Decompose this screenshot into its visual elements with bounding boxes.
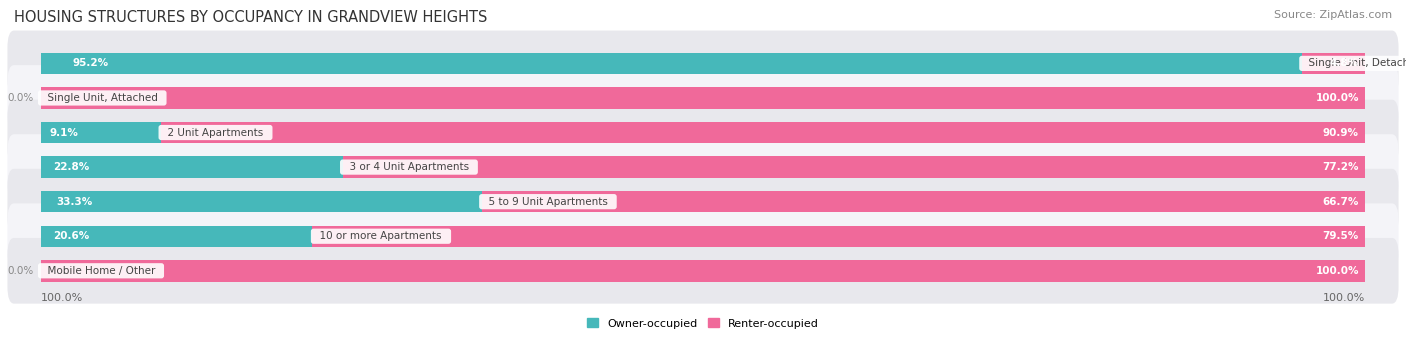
FancyBboxPatch shape [7,31,1399,96]
Text: Single Unit, Attached: Single Unit, Attached [41,93,165,103]
Text: HOUSING STRUCTURES BY OCCUPANCY IN GRANDVIEW HEIGHTS: HOUSING STRUCTURES BY OCCUPANCY IN GRAND… [14,10,488,25]
Text: Source: ZipAtlas.com: Source: ZipAtlas.com [1274,10,1392,20]
Text: 20.6%: 20.6% [52,231,89,241]
Text: Single Unit, Detached: Single Unit, Detached [1302,58,1406,69]
Text: 4.8%: 4.8% [1330,58,1358,69]
FancyBboxPatch shape [7,238,1399,303]
Bar [41,53,1302,74]
Bar [41,87,1365,109]
Text: 0.0%: 0.0% [7,266,34,276]
Bar [41,191,482,212]
Text: 77.2%: 77.2% [1322,162,1358,172]
Legend: Owner-occupied, Renter-occupied: Owner-occupied, Renter-occupied [582,314,824,333]
Bar [41,122,162,143]
FancyBboxPatch shape [7,134,1399,200]
Bar [41,260,1365,282]
Text: 0.0%: 0.0% [7,93,34,103]
Bar [41,157,343,178]
Text: 5 to 9 Unit Apartments: 5 to 9 Unit Apartments [482,197,614,207]
FancyBboxPatch shape [7,203,1399,269]
Text: 100.0%: 100.0% [1323,293,1365,303]
Bar [312,225,1365,247]
Text: 100.0%: 100.0% [41,293,83,303]
Bar [343,157,1365,178]
Text: 33.3%: 33.3% [56,197,93,207]
Text: 100.0%: 100.0% [1316,93,1358,103]
FancyBboxPatch shape [7,65,1399,131]
Text: 66.7%: 66.7% [1323,197,1358,207]
Text: 79.5%: 79.5% [1323,231,1358,241]
Bar [1302,53,1365,74]
Text: 9.1%: 9.1% [49,128,79,137]
Bar [41,225,314,247]
Text: 3 or 4 Unit Apartments: 3 or 4 Unit Apartments [343,162,475,172]
Bar [482,191,1365,212]
Bar [162,122,1365,143]
Text: Mobile Home / Other: Mobile Home / Other [41,266,162,276]
FancyBboxPatch shape [7,100,1399,165]
Text: 95.2%: 95.2% [72,58,108,69]
FancyBboxPatch shape [7,169,1399,235]
Text: 22.8%: 22.8% [53,162,90,172]
Text: 10 or more Apartments: 10 or more Apartments [314,231,449,241]
Text: 2 Unit Apartments: 2 Unit Apartments [162,128,270,137]
Text: 100.0%: 100.0% [1316,266,1358,276]
Text: 90.9%: 90.9% [1323,128,1358,137]
